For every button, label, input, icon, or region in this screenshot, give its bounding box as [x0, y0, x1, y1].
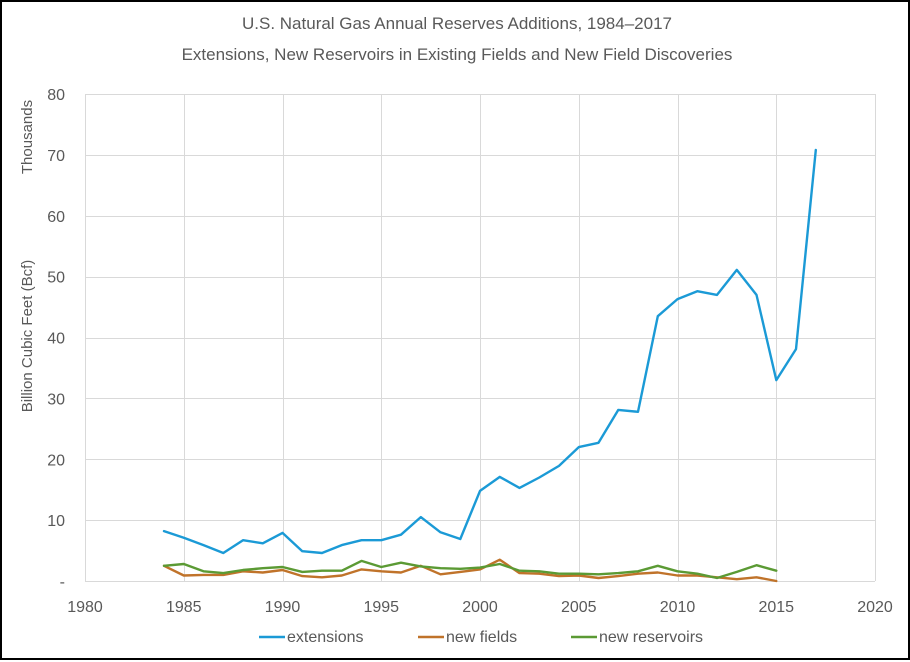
chart-subtitle: Extensions, New Reservoirs in Existing F… — [182, 45, 733, 64]
x-tick-label: 1990 — [265, 599, 301, 616]
y-tick-label: 10 — [47, 513, 65, 530]
x-tick-label: 2005 — [561, 599, 597, 616]
legend-label-extensions: extensions — [287, 629, 364, 646]
legend: extensions new fields new reservoirs — [259, 629, 703, 646]
y-tick-label: 30 — [47, 391, 65, 408]
series-lines — [162, 148, 817, 583]
series-line-extensions — [162, 148, 817, 555]
legend-label-new-fields: new fields — [446, 629, 517, 646]
x-tick-label: 1995 — [363, 599, 399, 616]
series-line-new-reservoirs — [162, 559, 778, 580]
y-tick-label: 70 — [47, 148, 65, 165]
y-tick-label: 20 — [47, 452, 65, 469]
legend-label-new-reservoirs: new reservoirs — [599, 629, 703, 646]
x-tick-label: 2020 — [857, 599, 893, 616]
chart-title: U.S. Natural Gas Annual Reserves Additio… — [242, 14, 672, 33]
y-tick-label: 50 — [47, 270, 65, 287]
y-tick-label: 60 — [47, 209, 65, 226]
x-axis-tick-labels: 1980 1985 1990 1995 2000 2005 2010 2015 2020 — [67, 599, 893, 616]
x-tick-label: 2015 — [758, 599, 794, 616]
series-line-new-fields — [162, 558, 778, 583]
x-tick-label: 2000 — [462, 599, 498, 616]
gridlines — [85, 94, 876, 582]
x-tick-label: 1980 — [67, 599, 103, 616]
y-axis-tick-labels: - 10 20 30 40 50 60 70 80 — [47, 87, 65, 591]
x-tick-label: 1985 — [166, 599, 202, 616]
y-tick-label: - — [60, 574, 65, 591]
y-axis-unit-label: Thousands — [19, 100, 36, 174]
y-axis-label: Billion Cubic Feet (Bcf) — [19, 260, 36, 413]
y-tick-label: 40 — [47, 331, 65, 348]
x-tick-label: 2010 — [660, 599, 696, 616]
y-tick-label: 80 — [47, 87, 65, 104]
